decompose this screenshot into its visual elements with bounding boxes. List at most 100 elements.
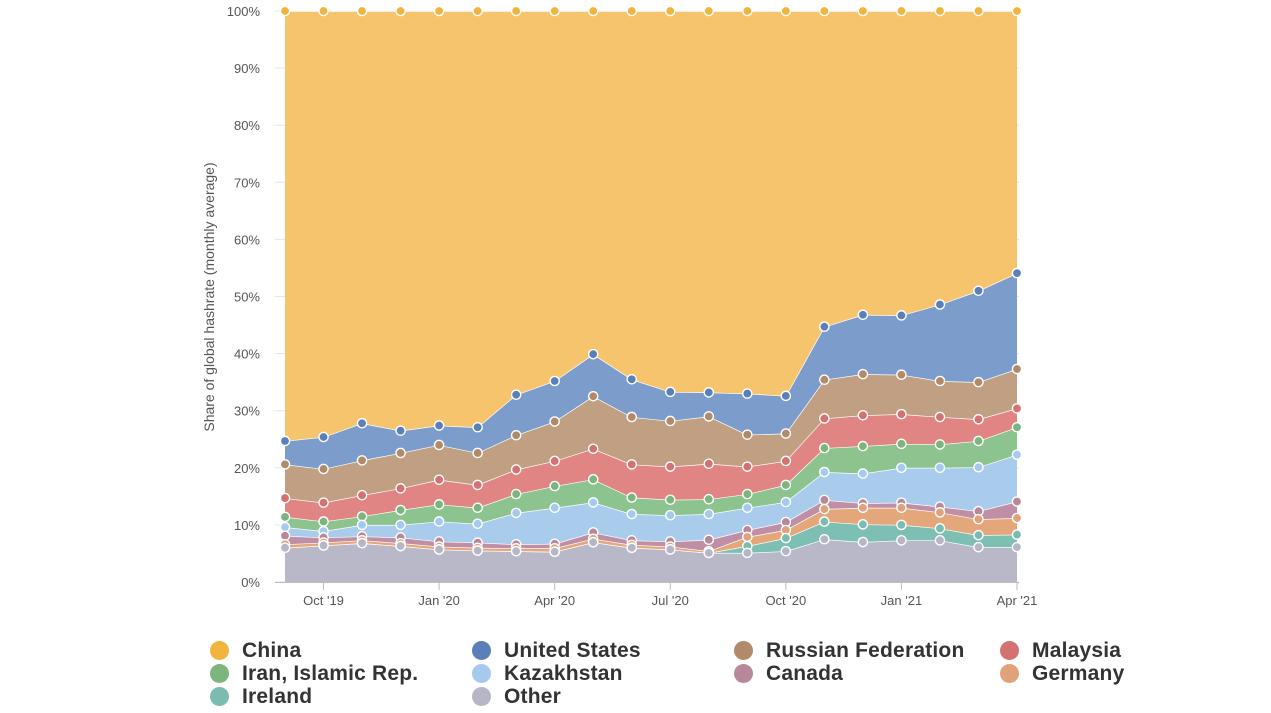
point-kazakhstan xyxy=(626,508,638,520)
point-united-states xyxy=(819,321,830,333)
point-other xyxy=(896,535,907,546)
point-russian-federation xyxy=(472,447,483,459)
point-russian-federation xyxy=(703,411,715,422)
point-iran-islamic-rep xyxy=(780,479,792,491)
point-russian-federation xyxy=(896,369,907,381)
point-russian-federation xyxy=(973,376,984,388)
point-malaysia xyxy=(780,455,792,467)
point-germany xyxy=(973,513,984,525)
legend-label: United States xyxy=(504,638,641,662)
point-china xyxy=(472,5,483,17)
point-malaysia xyxy=(279,492,291,504)
point-other xyxy=(279,542,291,554)
point-other xyxy=(1011,541,1023,553)
point-other xyxy=(626,542,638,554)
point-iran-islamic-rep xyxy=(279,511,291,523)
legend-item[interactable]: Kazakhstan xyxy=(472,662,623,685)
point-kazakhstan xyxy=(356,519,368,531)
point-united-states xyxy=(587,348,599,360)
point-malaysia xyxy=(549,455,560,467)
point-malaysia xyxy=(510,464,522,475)
point-china xyxy=(395,5,406,17)
point-united-states xyxy=(934,299,946,310)
point-malaysia xyxy=(1011,403,1023,414)
legend-label: Canada xyxy=(766,661,844,685)
y-tick-label: 60% xyxy=(234,232,260,247)
point-russian-federation xyxy=(395,447,406,459)
point-malaysia xyxy=(703,458,715,470)
area-ireland xyxy=(285,521,1017,553)
point-malaysia xyxy=(433,474,445,486)
legend-item[interactable]: United States xyxy=(472,639,641,662)
x-tick-label: Jan '21 xyxy=(881,593,923,608)
point-iran-islamic-rep xyxy=(896,438,907,450)
x-tick-label: Jan '20 xyxy=(418,593,460,608)
point-ireland xyxy=(780,532,792,544)
legend-label: Iran, Islamic Rep. xyxy=(242,661,419,685)
y-tick-label: 10% xyxy=(234,518,260,533)
legend-marker xyxy=(210,687,229,706)
point-russian-federation xyxy=(1011,363,1023,375)
point-china xyxy=(549,5,560,17)
point-united-states xyxy=(626,373,638,385)
point-iran-islamic-rep xyxy=(626,492,638,503)
point-malaysia xyxy=(857,409,869,421)
area-series xyxy=(284,10,1018,582)
legend-marker xyxy=(472,687,491,706)
x-tick-label: Jul '20 xyxy=(652,593,689,608)
point-china xyxy=(896,5,907,17)
point-canada xyxy=(1011,496,1023,507)
point-kazakhstan xyxy=(1011,449,1023,460)
point-ireland xyxy=(934,523,946,534)
point-kazakhstan xyxy=(819,466,830,478)
legend-label: Kazakhstan xyxy=(504,661,623,685)
y-tick-label: 50% xyxy=(234,290,260,305)
point-kazakhstan xyxy=(973,461,984,473)
point-malaysia xyxy=(472,479,483,491)
point-ireland xyxy=(1011,529,1023,540)
point-china xyxy=(279,5,291,17)
point-other xyxy=(395,540,406,552)
point-iran-islamic-rep xyxy=(549,480,560,492)
point-kazakhstan xyxy=(510,507,522,519)
point-russian-federation xyxy=(510,429,522,441)
point-united-states xyxy=(472,421,483,433)
point-china xyxy=(742,5,753,17)
point-united-states xyxy=(433,420,445,431)
point-united-states xyxy=(896,310,907,321)
point-malaysia xyxy=(664,461,676,472)
point-kazakhstan xyxy=(664,509,676,521)
point-russian-federation xyxy=(318,463,329,475)
point-russian-federation xyxy=(742,429,753,440)
point-germany xyxy=(934,507,946,518)
point-kazakhstan xyxy=(587,497,599,508)
legend-item[interactable]: Germany xyxy=(1000,662,1124,685)
point-russian-federation xyxy=(433,439,445,451)
point-other xyxy=(549,546,560,558)
point-germany xyxy=(742,531,753,543)
x-tick-label: Oct '19 xyxy=(303,593,344,608)
point-kazakhstan xyxy=(896,462,907,474)
point-iran-islamic-rep xyxy=(857,440,869,452)
area-malaysia xyxy=(285,408,1017,522)
point-iran-islamic-rep xyxy=(510,488,522,500)
point-china xyxy=(973,5,984,17)
y-tick-label: 70% xyxy=(234,175,260,190)
point-china xyxy=(318,5,329,17)
legend-item[interactable]: Iran, Islamic Rep. xyxy=(210,662,418,685)
point-russian-federation xyxy=(549,416,560,427)
legend-item[interactable]: Ireland xyxy=(210,685,312,708)
point-iran-islamic-rep xyxy=(819,442,830,454)
legend-marker xyxy=(734,641,753,660)
legend-item[interactable]: China xyxy=(210,639,301,662)
point-ireland xyxy=(819,516,830,527)
legend-label: Other xyxy=(504,684,562,708)
legend-item[interactable]: Other xyxy=(472,685,561,708)
point-china xyxy=(780,5,792,17)
legend-item[interactable]: Canada xyxy=(734,662,843,685)
point-malaysia xyxy=(395,483,406,494)
point-united-states xyxy=(780,390,792,402)
legend-item[interactable]: Russian Federation xyxy=(734,639,964,662)
point-iran-islamic-rep xyxy=(356,511,368,522)
legend-item[interactable]: Malaysia xyxy=(1000,639,1121,662)
